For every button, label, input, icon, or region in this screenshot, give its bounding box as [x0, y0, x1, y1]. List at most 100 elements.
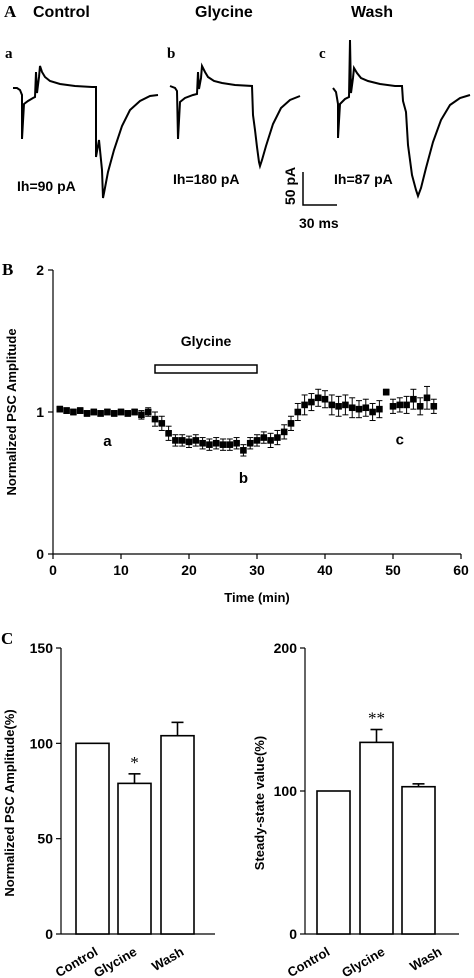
x-tick-label: 50	[385, 562, 401, 578]
trace-glycine	[169, 62, 301, 170]
trace-label-b: b	[167, 46, 175, 62]
data-point	[56, 405, 64, 413]
data-point	[104, 408, 111, 416]
data-point	[172, 437, 179, 444]
panel-c: C 0 50 100 150 Normalized PSC Amplitude(%) Co…	[1, 629, 459, 978]
data-point	[260, 434, 268, 441]
x-tick-label: 30	[249, 562, 265, 578]
data-point	[151, 415, 159, 423]
data-point	[287, 420, 295, 427]
x-tick-label: 20	[181, 562, 197, 578]
data-point	[117, 408, 125, 416]
data-point	[396, 401, 404, 409]
bar-category-label: Glycine	[91, 944, 139, 978]
data-point	[83, 410, 91, 417]
bar-control	[316, 790, 351, 935]
svg-text:Ih=180 pA: Ih=180 pA	[173, 171, 240, 187]
data-point	[410, 395, 417, 403]
data-point	[110, 410, 118, 417]
data-point	[403, 401, 410, 409]
data-point	[97, 410, 104, 417]
trace-wash	[332, 39, 471, 199]
bar-y-tick-label: 100	[30, 735, 54, 751]
x-tick-label: 40	[317, 562, 333, 578]
data-point	[246, 439, 254, 447]
data-point	[63, 407, 70, 414]
bar-y-tick-label: 200	[274, 640, 298, 656]
trace-control	[13, 65, 159, 199]
data-point	[138, 411, 145, 419]
data-point	[144, 408, 152, 416]
data-point	[348, 404, 356, 412]
data-point	[199, 439, 206, 447]
data-point	[328, 401, 336, 409]
ih-label-glycine: Ih=180 pA	[173, 171, 240, 187]
data-point	[226, 441, 234, 448]
data-point	[294, 408, 302, 416]
panel-a-title-control: Control	[33, 4, 90, 21]
point-label-c: c	[396, 432, 404, 449]
data-point	[90, 408, 98, 416]
data-point	[416, 403, 424, 410]
data-point	[124, 410, 132, 417]
svg-text:Ih=90 pA: Ih=90 pA	[17, 178, 76, 194]
bar-y-tick-label: 150	[30, 640, 54, 656]
x-tick-label: 60	[453, 562, 469, 578]
panel-c-letter: C	[1, 629, 13, 648]
panel-b-letter: B	[2, 260, 13, 279]
scale-bar-time: 30 ms	[299, 215, 339, 231]
bar-y-tick-label: 50	[37, 831, 53, 847]
bar-category-label: Glycine	[339, 944, 387, 978]
data-point	[389, 403, 397, 410]
x-tick-label: 0	[49, 562, 57, 578]
data-point	[158, 420, 166, 427]
bar-glycine	[359, 741, 394, 935]
trace-label-a: a	[5, 46, 13, 62]
scale-bar-amplitude: 50 pA	[282, 167, 298, 205]
panel-a-letter: A	[4, 2, 17, 21]
bar-glycine	[117, 782, 152, 935]
y-tick-label: 0	[36, 546, 44, 562]
bar-wash	[160, 734, 195, 935]
bar-category-label: Control	[285, 944, 333, 978]
data-point	[219, 441, 227, 448]
data-point	[321, 395, 329, 403]
panel-a: A Control Glycine Wash a b c Ih=90 pA Ih…	[4, 2, 471, 231]
data-point	[369, 408, 376, 416]
data-point	[301, 401, 308, 409]
data-point	[314, 394, 322, 402]
point-label-a: a	[103, 433, 112, 450]
bar-category-label: Wash	[407, 944, 444, 974]
bar-control	[75, 742, 110, 935]
data-point	[70, 408, 77, 416]
trace-label-c: c	[319, 46, 326, 62]
data-point	[233, 439, 240, 447]
panel-b-y-label: Normalized PSC Amplitude	[4, 328, 19, 495]
significance-marker: **	[368, 709, 385, 728]
bar-y-tick-label: 100	[274, 783, 298, 799]
data-point	[192, 437, 200, 444]
data-point	[131, 408, 138, 416]
data-point	[185, 438, 193, 446]
glycine-application-bar	[154, 364, 258, 374]
data-point	[253, 437, 261, 444]
data-point	[355, 405, 363, 413]
scale-bar	[302, 172, 337, 206]
data-point	[76, 407, 84, 414]
data-point	[240, 447, 247, 454]
data-point	[212, 439, 220, 447]
data-point	[280, 428, 288, 436]
ih-label-control: Ih=90 pA	[17, 178, 76, 194]
svg-text:Ih=87 pA: Ih=87 pA	[334, 171, 393, 187]
panel-b: B Normalized PSC Amplitude Time (min) Gl…	[2, 260, 469, 605]
bar-y-tick-label: 0	[45, 926, 53, 942]
data-point	[376, 405, 383, 413]
bar-y-label: Steady-state value(%)	[252, 736, 267, 870]
data-point	[178, 437, 186, 444]
y-tick-label: 2	[36, 262, 44, 278]
data-point	[362, 404, 370, 412]
data-point	[165, 430, 172, 437]
ih-label-wash: Ih=87 pA	[334, 171, 393, 187]
y-tick-label: 1	[36, 404, 44, 420]
